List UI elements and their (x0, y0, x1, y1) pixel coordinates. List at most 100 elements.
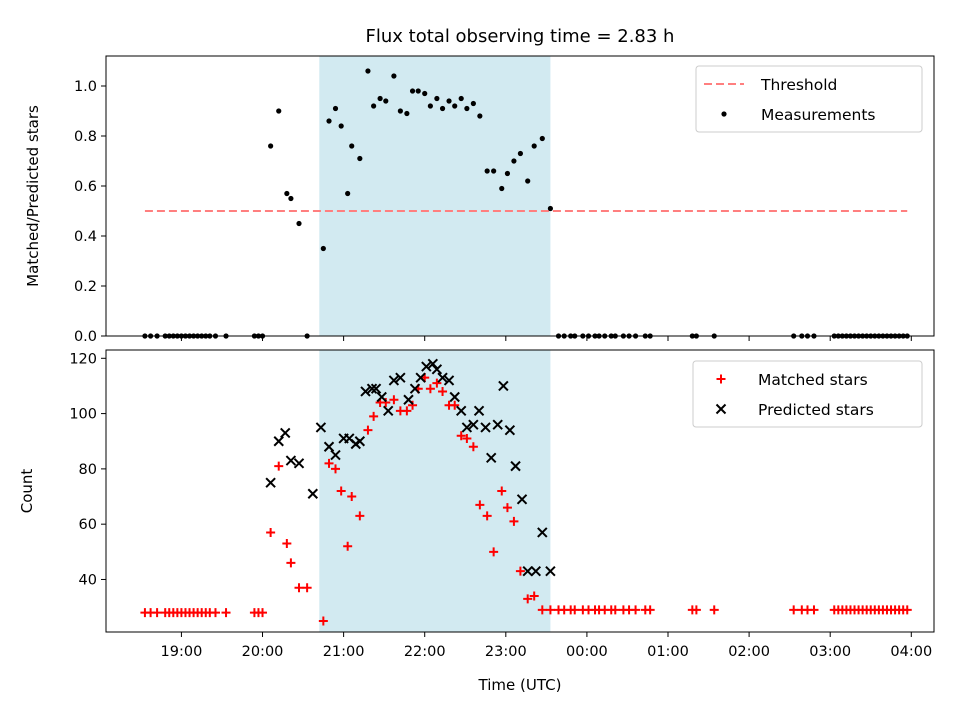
data-point (409, 88, 416, 94)
legend-label: Threshold (760, 76, 837, 94)
data-point (477, 113, 483, 119)
y-tick-label: 1.0 (74, 79, 97, 95)
data-point (288, 195, 294, 202)
data-point (331, 464, 341, 474)
data-point (509, 516, 519, 526)
data-point (511, 158, 517, 164)
data-point (631, 605, 641, 615)
data-point (515, 566, 525, 576)
legend: Matched stars Predicted stars (692, 360, 923, 428)
data-point (415, 372, 426, 383)
data-point (809, 605, 819, 615)
data-point (286, 558, 296, 568)
legend-box (695, 65, 923, 133)
data-point (273, 436, 284, 447)
data-point (389, 395, 399, 405)
data-point (537, 605, 547, 615)
data-point (345, 190, 351, 197)
data-point (547, 205, 554, 212)
data-point (383, 98, 389, 104)
legend-marker-swatch (716, 374, 726, 384)
data-point (529, 591, 539, 601)
data-point (523, 594, 533, 604)
data-point (357, 155, 363, 162)
bottom-panel: 19:00 20:00 21:00 22:00 23:00 00:00 01:00 02:00… (18, 349, 935, 660)
chart-title: Flux total observing time = 2.83 h (366, 26, 675, 47)
data-point (464, 105, 470, 112)
data-point (570, 605, 580, 615)
x-tick-label: 03:00 (809, 644, 851, 660)
data-point (302, 583, 312, 593)
data-point (403, 394, 414, 405)
data-point (497, 486, 507, 496)
x-tick-label: 21:00 (323, 644, 365, 660)
data-point (276, 108, 282, 114)
y-tick-label: 120 (69, 351, 97, 367)
data-point (383, 405, 394, 417)
data-point (455, 405, 467, 417)
data-point (258, 608, 268, 618)
data-point (320, 245, 326, 252)
data-point (280, 427, 291, 439)
data-point (610, 605, 620, 615)
legend-label: Measurements (761, 106, 876, 124)
data-point (296, 220, 302, 227)
data-point (434, 95, 440, 102)
data-point (450, 400, 460, 410)
data-point (391, 73, 397, 79)
data-point (318, 616, 328, 626)
data-point (360, 386, 371, 397)
y-tick-label: 0.8 (74, 129, 97, 145)
data-point (504, 170, 511, 177)
data-point (397, 108, 403, 114)
data-point (282, 539, 292, 549)
data-point (349, 143, 355, 149)
y-tick-label: 0.4 (74, 229, 97, 245)
legend: Threshold Measurements (695, 65, 923, 133)
data-point (437, 372, 448, 383)
data-point (545, 605, 555, 615)
data-point (293, 458, 305, 469)
data-point (462, 433, 472, 443)
data-point (388, 375, 400, 386)
data-point (539, 135, 545, 142)
data-point (324, 458, 334, 468)
data-point (486, 452, 497, 464)
data-point (421, 361, 432, 372)
data-point (431, 364, 443, 375)
y-tick-label: 60 (79, 517, 97, 533)
y-tick-label: 0.2 (74, 279, 97, 295)
axes-frame (105, 349, 935, 633)
data-point (315, 422, 327, 433)
data-point (152, 608, 162, 618)
data-point (415, 88, 421, 94)
data-point (376, 391, 387, 403)
data-point (645, 605, 655, 615)
x-tick-label: 04:00 (890, 644, 932, 660)
data-point (266, 527, 276, 537)
observing-window-span (319, 56, 551, 336)
data-point (475, 500, 485, 510)
data-point (443, 375, 455, 386)
data-point (438, 386, 448, 396)
data-point (427, 103, 433, 109)
y-tick-label: 80 (79, 462, 97, 478)
data-point (427, 358, 439, 370)
data-point (530, 565, 542, 577)
data-point (338, 123, 344, 129)
data-point (402, 406, 412, 416)
axes-frame (105, 55, 935, 337)
data-point (330, 449, 341, 461)
data-point (537, 527, 548, 538)
x-tick-label: 19:00 (161, 644, 203, 660)
y-tick-label: 0.6 (74, 179, 97, 195)
data-point (510, 460, 521, 472)
data-point (409, 383, 421, 394)
data-point (502, 503, 512, 513)
data-point (307, 488, 319, 499)
x-tick-label: 20:00 (242, 644, 284, 660)
x-tick-label: 00:00 (566, 644, 608, 660)
data-point (461, 422, 473, 433)
data-point (370, 383, 382, 394)
data-point (446, 98, 452, 104)
